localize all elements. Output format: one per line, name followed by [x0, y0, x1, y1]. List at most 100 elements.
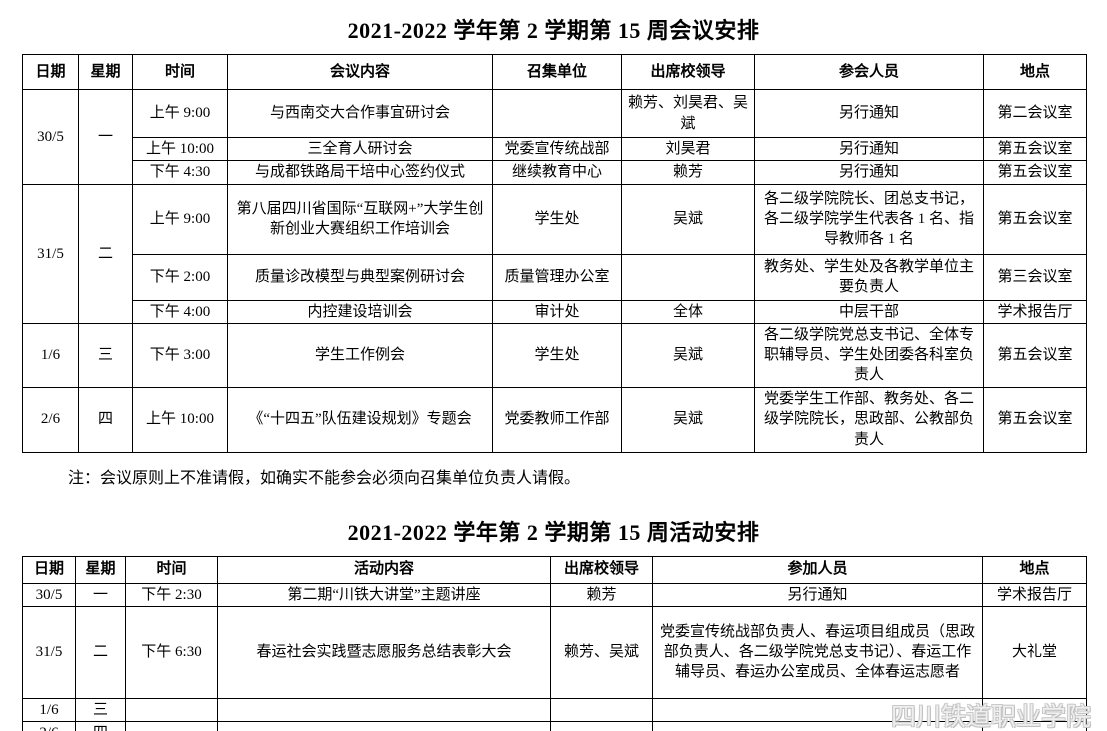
column-header: 召集单位	[492, 54, 622, 90]
table-cell	[550, 697, 653, 723]
table-cell: 一	[75, 582, 126, 607]
table-cell: 与西南交大合作事宜研讨会	[227, 89, 493, 138]
table-cell: 质量管理办公室	[492, 253, 622, 301]
table-cell: 春运社会实践暨志愿服务总结表彰大会	[217, 605, 551, 699]
table-cell: 党委教师工作部	[492, 386, 622, 453]
header-row: 日期 星期 时间 会议内容 召集单位 出席校领导 参会人员 地点	[22, 54, 1087, 90]
column-header: 参会人员	[754, 54, 984, 90]
header-row: 日期 星期 时间 活动内容 出席校领导 参加人员 地点	[22, 555, 1087, 584]
table-cell: 下午 4:00	[132, 299, 228, 324]
table-cell: 第三会议室	[983, 253, 1087, 301]
table-cell: 各二级学院院长、团总支书记，各二级学院学生代表各 1 名、指导教师各 1 名	[754, 183, 984, 255]
table-cell: 质量诊改模型与典型案例研讨会	[227, 253, 493, 301]
table-cell	[125, 720, 218, 731]
table-cell: 赖芳	[621, 160, 755, 185]
table-row: 上午 10:00 三全育人研讨会 党委宣传统战部 刘昊君 另行通知 第五会议室	[23, 136, 1087, 162]
table-cell: 第二会议室	[983, 89, 1087, 138]
table-cell: 第八届四川省国际“互联网+”大学生创新创业大赛组织工作培训会	[227, 183, 493, 255]
table-row: 31/5 二下午 6:30 春运社会实践暨志愿服务总结表彰大会 赖芳、吴斌 党委宣传统战…	[22, 605, 1087, 699]
table-cell: 四	[75, 720, 126, 731]
table-cell: 学生处	[492, 183, 622, 255]
table-cell: 31/5	[22, 605, 76, 699]
column-header: 参加人员	[652, 555, 983, 584]
activity-table-title: 2021-2022 学年第 2 学期第 15 周活动安排	[347, 519, 760, 545]
table-row: 1/6 三下午 3:00 学生工作例会 学生处 吴斌 各二级学院党总支书记、全体专职辅导员…	[22, 322, 1087, 388]
table-cell: 第五会议室	[983, 160, 1087, 185]
table-row: 下午 4:30 与成都铁路局干培中心签约仪式 继续教育中心 赖芳 另行通知 第五会议室	[23, 160, 1087, 185]
column-header: 会议内容	[227, 54, 493, 90]
table-cell: 内控建设培训会	[227, 299, 493, 324]
table-cell: 第五会议室	[983, 136, 1087, 162]
table-cell: 另行通知	[652, 582, 983, 607]
table-cell: 上午 9:00	[132, 89, 228, 138]
table-cell: 中层干部	[754, 299, 984, 324]
table-cell: 31/5	[22, 183, 79, 324]
table-cell: 三	[75, 697, 126, 723]
table-cell: 第五会议室	[983, 183, 1087, 255]
column-header: 日期	[22, 555, 76, 584]
table-cell: 1/6	[22, 322, 79, 388]
meeting-table: 日期 星期 时间 会议内容 召集单位 出席校领导 参会人员 地点 30/5 一上午 9:00 与西南…	[22, 54, 1087, 453]
table-row: 2/6 四上午 10:00 《“十四五”队伍建设规划》专题会 党委教师工作部 吴斌 党委学…	[22, 386, 1087, 453]
table-row: 31/5 二上午 9:00 第八届四川省国际“互联网+”大学生创新创业大赛组织工作培…	[22, 183, 1087, 324]
table-cell: 继续教育中心	[492, 160, 622, 185]
meeting-table-title: 2021-2022 学年第 2 学期第 15 周会议安排	[347, 18, 760, 43]
table-cell: 党委宣传统战部	[492, 136, 622, 162]
table-cell	[217, 697, 551, 723]
table-cell: 第二期“川铁大讲堂”主题讲座	[217, 582, 551, 607]
table-cell	[217, 720, 551, 731]
table-cell: 各二级学院党总支书记、全体专职辅导员、学生处团委各科室负责人	[754, 322, 984, 388]
table-cell	[982, 697, 1087, 723]
table-cell: 下午 3:00	[132, 322, 228, 388]
table-row: 30/5 一下午 2:30 第二期“川铁大讲堂”主题讲座 赖芳 另行通知 学术报告厅	[22, 582, 1087, 607]
table-cell: 上午 9:00	[132, 183, 228, 255]
table-cell: 上午 10:00	[132, 136, 228, 162]
table-cell: 另行通知	[754, 136, 984, 162]
table-cell: 二	[78, 183, 133, 324]
column-header: 地点	[982, 555, 1087, 584]
column-header: 地点	[983, 54, 1087, 90]
table-cell: 第五会议室	[983, 322, 1087, 388]
table-row: 30/5 一上午 9:00 与西南交大合作事宜研讨会 赖芳、刘昊君、吴斌 另行通知 第二会…	[22, 89, 1087, 185]
column-header: 日期	[22, 54, 79, 90]
table-cell: 教务处、学生处及各教学单位主要负责人	[754, 253, 984, 301]
column-header: 时间	[125, 555, 218, 584]
table-cell: 大礼堂	[982, 605, 1087, 699]
table-cell: 学生处	[492, 322, 622, 388]
table-cell: 二	[75, 605, 126, 699]
activity-table: 日期 星期 时间 活动内容 出席校领导 参加人员 地点 30/5 一下午 2:30 第二期“川铁大…	[22, 555, 1087, 731]
column-header: 出席校领导	[621, 54, 755, 90]
table-cell: 学生工作例会	[227, 322, 493, 388]
table-cell: 下午 2:30	[125, 582, 218, 607]
table-row: 1/6 三	[22, 697, 1087, 723]
table-cell	[125, 697, 218, 723]
table-cell: 下午 4:30	[132, 160, 228, 185]
table-cell: 四	[78, 386, 133, 453]
table-row: 2/6四	[22, 720, 1087, 731]
column-header: 星期	[78, 54, 133, 90]
table-cell: 另行通知	[754, 89, 984, 138]
table-cell: 赖芳、刘昊君、吴斌	[621, 89, 755, 138]
table-cell: 审计处	[492, 299, 622, 324]
meeting-note: 注：会议原则上不准请假，如确实不能参会必须向召集单位负责人请假。	[68, 469, 581, 487]
table-cell: 上午 10:00	[132, 386, 228, 453]
table-cell: 30/5	[22, 89, 79, 185]
table-cell: 2/6	[22, 386, 79, 453]
table-row: 下午 4:00 内控建设培训会 审计处 全体 中层干部 学术报告厅	[23, 299, 1087, 324]
table-cell: 吴斌	[621, 183, 755, 255]
table-cell: 吴斌	[621, 386, 755, 453]
table-cell: 下午 2:00	[132, 253, 228, 301]
column-header: 活动内容	[217, 555, 551, 584]
table-row: 下午 2:00 质量诊改模型与典型案例研讨会 质量管理办公室 教务处、学生处及各教学单…	[23, 253, 1087, 301]
table-cell: 2/6	[22, 720, 76, 731]
table-cell: 党委学生工作部、教务处、各二级学院院长，思政部、公教部负责人	[754, 386, 984, 453]
table-cell: 一	[78, 89, 133, 185]
table-cell: 吴斌	[621, 322, 755, 388]
table-cell: 赖芳	[550, 582, 653, 607]
column-header: 出席校领导	[550, 555, 653, 584]
table-cell: 三	[78, 322, 133, 388]
table-cell	[621, 253, 755, 301]
table-cell: 赖芳、吴斌	[550, 605, 653, 699]
table-cell	[550, 720, 653, 731]
